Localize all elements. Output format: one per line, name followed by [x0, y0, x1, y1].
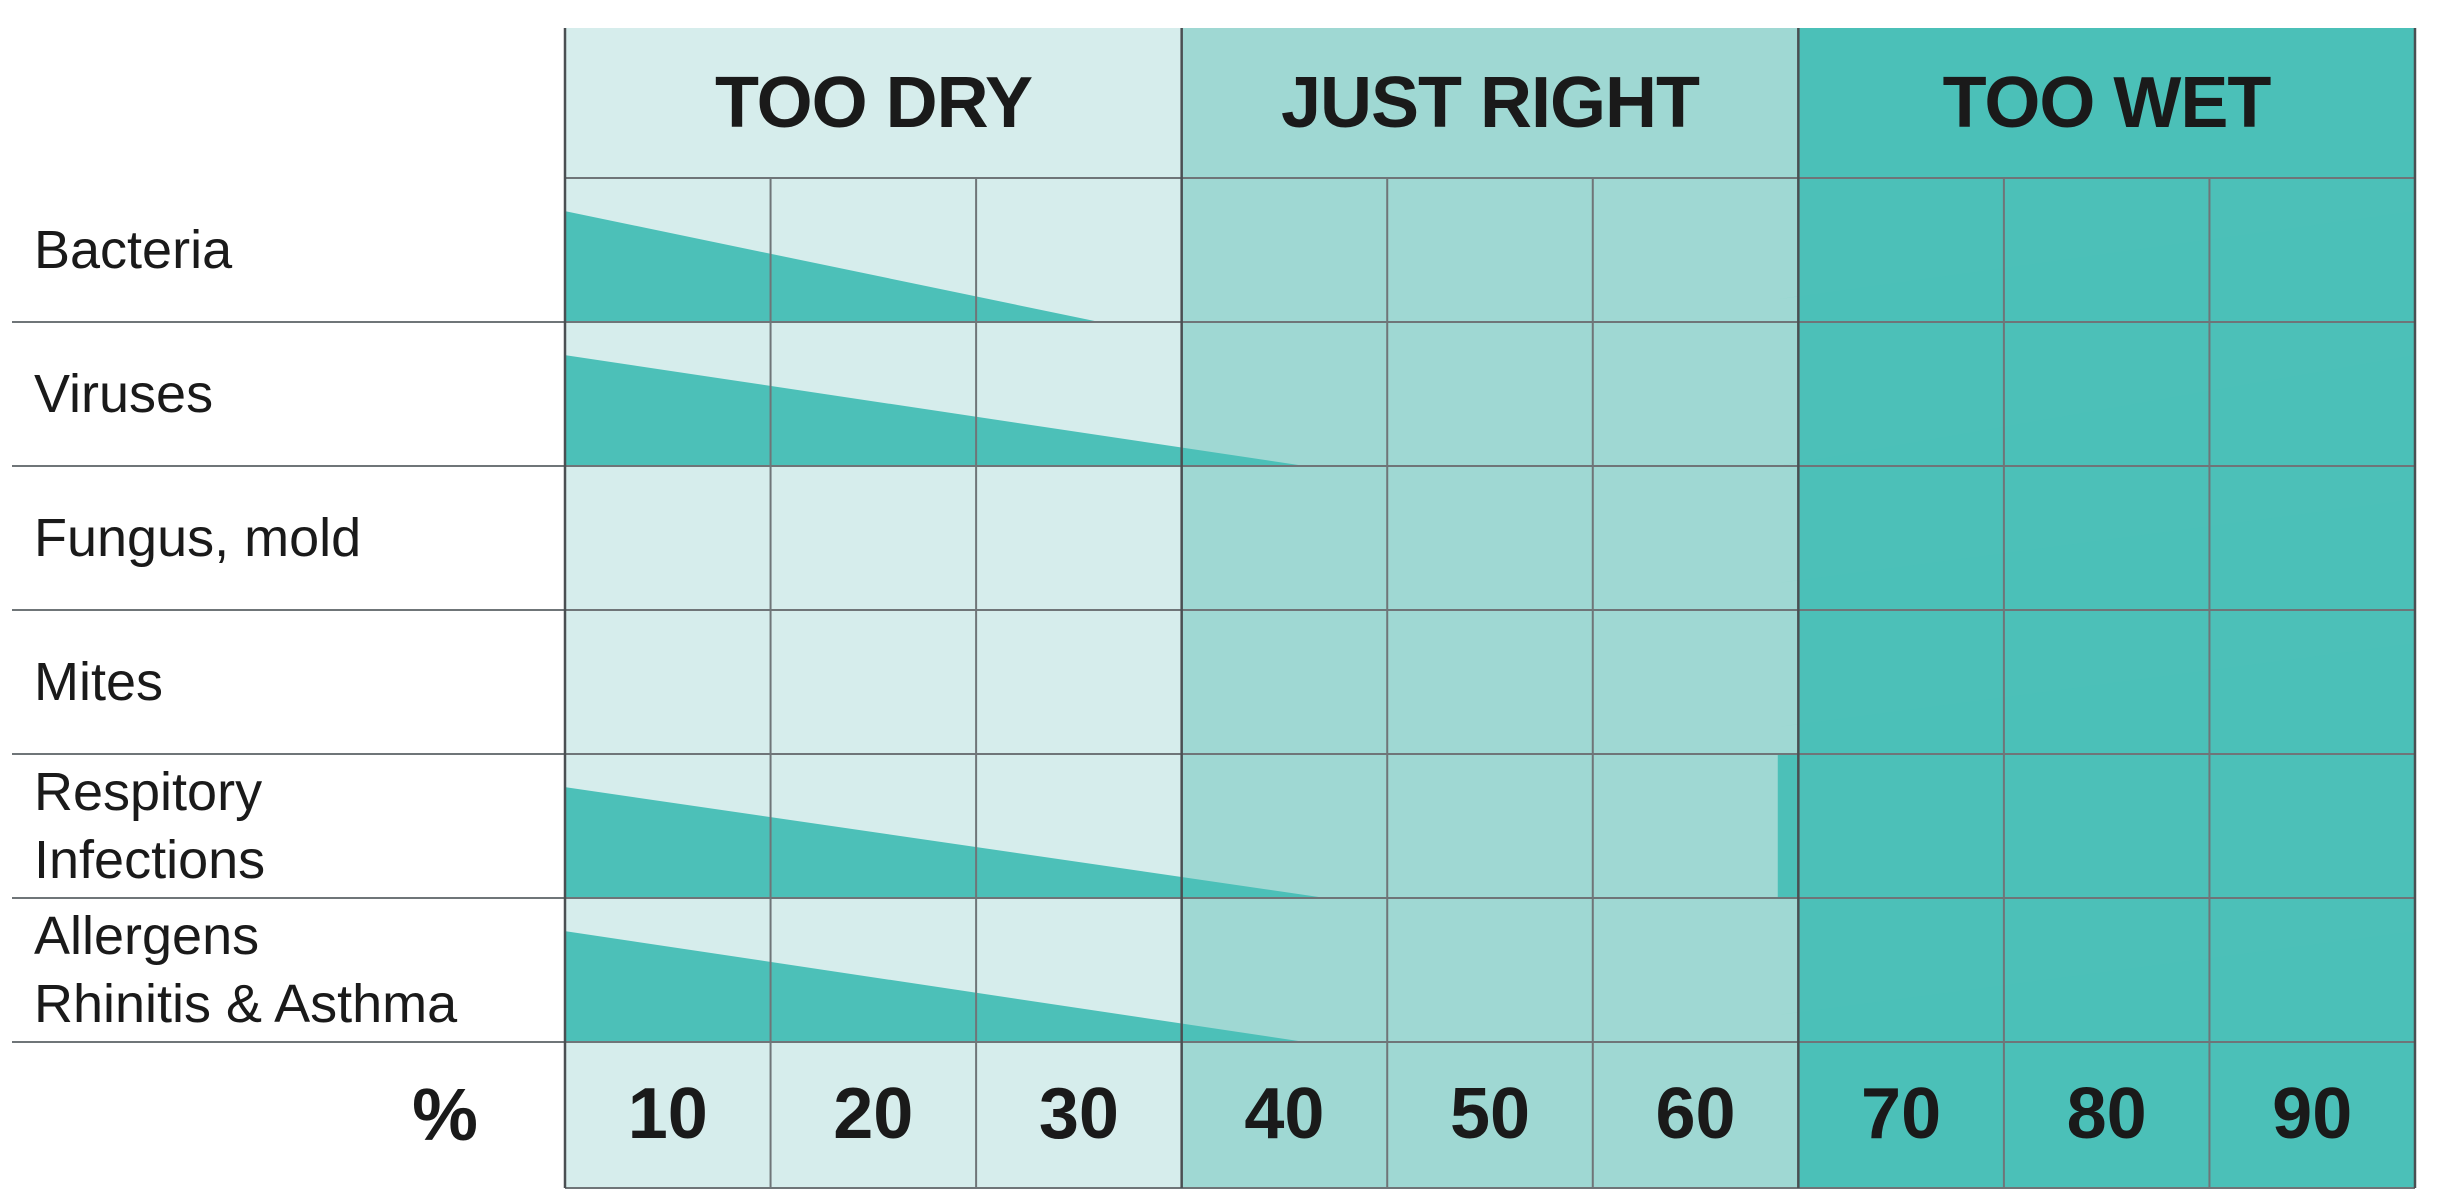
low-humidity-wedge-viruses: [565, 355, 1305, 466]
row-label: Respitory Infections: [34, 762, 266, 890]
high-humidity-wedge-bacteria: [1613, 178, 2415, 322]
low-humidity-wedge-respitory-infections: [565, 787, 1326, 898]
low-humidity-wedge-bacteria: [565, 211, 1100, 322]
zone-title-just-right: JUST RIGHT: [1280, 63, 1700, 143]
tick-label: 70: [1861, 1074, 1942, 1154]
row-label: Allergens Rhinitis & Asthma: [34, 906, 458, 1034]
tick-label: 40: [1244, 1074, 1325, 1154]
high-humidity-wedge-mites: [1572, 610, 2415, 754]
zone-title-too-wet: TOO WET: [1942, 63, 2272, 143]
percent-symbol: %: [412, 1072, 478, 1156]
row-label: Bacteria: [34, 220, 233, 280]
tick-label: 80: [2066, 1074, 2147, 1154]
tick-label: 20: [833, 1074, 914, 1154]
high-humidity-wedge-fungus-mold: [1572, 466, 2415, 610]
zone-band-just-right: [1181, 28, 1799, 1188]
tick-label: 60: [1655, 1074, 1736, 1154]
low-humidity-wedge-allergens-rhinitis-asthma: [565, 931, 1305, 1042]
tick-label: 30: [1038, 1074, 1119, 1154]
high-humidity-wedge-respitory-infections: [1777, 754, 2415, 898]
row-label: Fungus, mold: [34, 508, 362, 568]
zone-title-too-dry: TOO DRY: [714, 63, 1033, 143]
tick-label: 90: [2272, 1074, 2353, 1154]
row-label: Viruses: [34, 364, 214, 424]
tick-label: 50: [1449, 1074, 1531, 1154]
high-humidity-wedge-allergens-rhinitis-asthma: [1572, 898, 2415, 1042]
tick-label: 10: [627, 1074, 708, 1154]
row-label: Mites: [34, 652, 164, 712]
high-humidity-wedge-viruses: [1777, 322, 2415, 466]
